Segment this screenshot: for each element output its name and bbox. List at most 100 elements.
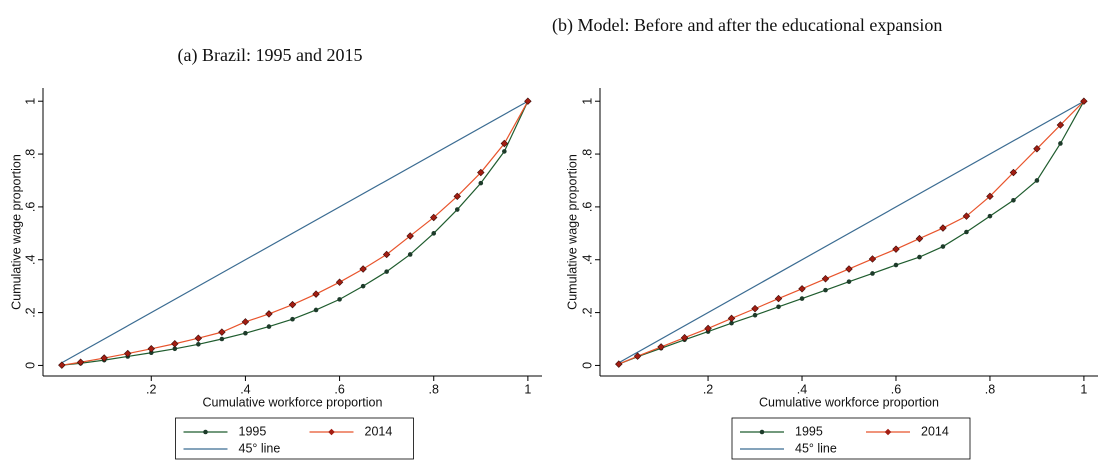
marker — [751, 304, 759, 313]
legend-marker — [203, 429, 208, 435]
marker — [266, 324, 272, 329]
marker — [1033, 145, 1041, 153]
marker — [359, 265, 367, 273]
x-axis-label: Cumulative workforce proportion — [759, 395, 939, 409]
panel: .2 .4 .6 .8 1 0 .2 .4 .6 .8 1 Cumulative workforce … — [9, 88, 542, 460]
legend-marker — [328, 428, 335, 436]
x-tick-label: .4 — [240, 382, 250, 396]
marker — [313, 307, 319, 313]
marker — [76, 358, 85, 366]
marker — [799, 296, 805, 301]
y-tick-label: .4 — [23, 254, 37, 264]
series-line — [618, 100, 1085, 364]
x-tick-label: .6 — [891, 382, 901, 396]
chart-title: (b) Model: Before and after the educatio… — [552, 15, 943, 35]
marker — [335, 278, 344, 286]
marker — [940, 244, 946, 249]
marker — [1011, 197, 1016, 203]
marker — [312, 290, 320, 298]
legend-box — [731, 417, 971, 460]
y-tick-label: .2 — [23, 307, 37, 317]
marker — [384, 269, 389, 274]
legend-label: 2014 — [365, 424, 393, 438]
x-tick-label: .8 — [985, 382, 995, 396]
marker — [100, 354, 108, 362]
marker — [478, 180, 484, 186]
y-tick-label: .6 — [580, 202, 594, 212]
y-tick-label: 1 — [23, 98, 37, 105]
marker — [680, 333, 689, 342]
marker — [196, 341, 201, 347]
panel: .2 .4 .6 .8 1 0 .2 .4 .6 .8 1 Cumulative workforce … — [565, 88, 1098, 460]
marker — [148, 350, 154, 356]
x-tick-label: 1 — [1080, 382, 1087, 396]
marker — [241, 318, 250, 326]
series-line — [61, 100, 529, 364]
marker — [892, 245, 900, 253]
marker — [1058, 141, 1063, 146]
marker — [774, 294, 783, 303]
marker — [453, 192, 461, 201]
marker — [265, 310, 273, 318]
marker — [124, 349, 132, 358]
marker — [243, 330, 248, 336]
y-axis-label: Cumulative wage proportion — [9, 154, 23, 310]
y-tick-label: 1 — [580, 98, 594, 105]
marker — [657, 343, 665, 351]
marker — [171, 340, 179, 348]
marker — [407, 252, 413, 257]
marker — [987, 213, 993, 219]
marker — [704, 324, 712, 333]
legend-label: 45° line — [239, 441, 281, 455]
marker — [337, 297, 342, 302]
marker — [615, 360, 623, 368]
y-axis-label: Cumulative wage proportion — [565, 154, 579, 310]
marker — [915, 234, 924, 243]
marker — [194, 334, 203, 342]
x-axis-label: Cumulative workforce proportion — [203, 395, 383, 409]
y-tick-label: .8 — [23, 149, 37, 159]
marker — [477, 168, 485, 177]
marker — [729, 320, 734, 326]
marker — [868, 255, 877, 263]
marker — [406, 232, 414, 240]
marker — [727, 314, 736, 323]
marker — [430, 213, 438, 222]
marker — [893, 262, 899, 268]
y-tick-label: 0 — [23, 362, 37, 369]
marker — [288, 300, 297, 309]
x-tick-label: .6 — [334, 382, 344, 396]
x-tick-label: .8 — [429, 382, 439, 396]
y-tick-label: .2 — [580, 307, 594, 317]
marker — [290, 316, 295, 322]
marker — [986, 192, 994, 201]
x-tick-label: .4 — [797, 382, 807, 396]
marker — [1056, 121, 1065, 129]
y-tick-label: .4 — [580, 254, 594, 264]
marker — [360, 283, 366, 289]
marker — [964, 229, 969, 235]
marker — [939, 224, 947, 232]
marker — [454, 207, 460, 212]
marker — [500, 139, 509, 148]
marker — [752, 312, 758, 318]
marker — [962, 212, 971, 220]
marker — [524, 97, 532, 105]
marker — [798, 285, 806, 293]
legend-box — [175, 417, 414, 460]
marker — [917, 254, 922, 260]
marker — [821, 275, 830, 283]
marker — [776, 304, 781, 310]
y-tick-label: .8 — [580, 149, 594, 159]
marker — [382, 250, 391, 259]
chart-title: (a) Brazil: 1995 and 2015 — [177, 45, 363, 65]
legend-marker — [759, 429, 765, 435]
x-tick-label: .2 — [703, 382, 713, 396]
marker — [58, 361, 66, 369]
legend-label: 1995 — [239, 424, 267, 438]
marker — [823, 287, 828, 293]
marker — [1009, 168, 1018, 177]
legend-label: 1995 — [795, 424, 823, 438]
marker — [218, 328, 226, 336]
